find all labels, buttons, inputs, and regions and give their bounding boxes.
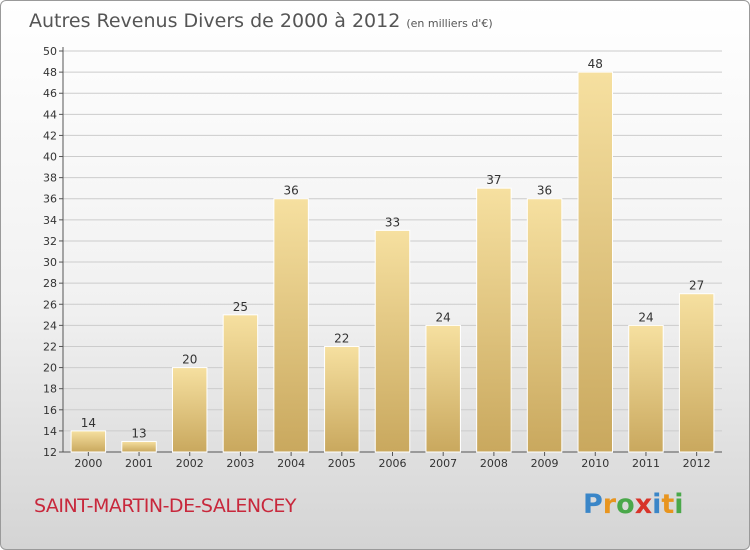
bar-value-label: 25 [233,300,248,314]
bar [374,229,411,453]
bar [273,198,309,453]
bar-value-label: 24 [436,310,451,324]
bar [324,345,360,453]
y-tick-label: 14 [43,425,57,438]
bar-value-label: 13 [131,426,146,440]
chart-title: Autres Revenus Divers de 2000 à 2012 (en … [29,10,493,32]
bar [476,187,512,453]
x-tick-label: 2002 [176,457,204,470]
bar-value-label: 14 [81,416,96,430]
bar-value-label: 27 [689,279,704,293]
x-tick-label: 2012 [683,457,711,470]
bar [678,293,715,453]
y-tick-label: 32 [43,235,57,248]
y-tick-label: 24 [43,319,57,332]
bar-value-label: 36 [283,184,298,198]
y-tick-label: 12 [43,446,57,459]
y-tick-label: 48 [43,66,57,79]
bar [171,367,208,453]
y-tick-label: 40 [43,151,57,164]
y-tick-label: 34 [43,214,57,227]
bar [526,198,563,453]
bar-value-label: 22 [334,331,349,345]
bar [577,71,614,453]
bar [222,314,259,453]
y-tick-label: 46 [43,87,57,100]
bar [628,324,664,453]
x-tick-label: 2005 [328,457,356,470]
city-name: SAINT-MARTIN-DE-SALENCEY [34,495,297,517]
x-tick-label: 2007 [429,457,457,470]
x-tick-label: 2010 [581,457,609,470]
logo-letter: x [634,489,653,520]
bar-value-label: 33 [385,215,400,229]
y-tick-label: 18 [43,383,57,396]
bar [121,440,157,453]
x-tick-label: 2000 [74,457,102,470]
y-tick-label: 26 [43,298,57,311]
y-tick-label: 44 [43,108,57,121]
y-tick-label: 30 [43,256,57,269]
y-tick-label: 50 [43,45,57,58]
x-tick-label: 2003 [226,457,254,470]
y-tick-label: 38 [43,172,57,185]
bar-value-label: 20 [182,353,197,367]
logo-letter: r [602,489,617,520]
y-tick-label: 16 [43,404,57,417]
bar [425,324,461,453]
y-tick-label: 42 [43,129,57,142]
logo-letter: i [652,489,662,520]
title-text: Autres Revenus Divers de 2000 à 2012 [29,10,401,32]
x-tick-label: 2008 [480,457,508,470]
y-tick-label: 36 [43,193,57,206]
bar [70,430,107,453]
x-tick-label: 2006 [379,457,407,470]
logo-letter: o [616,489,635,520]
bar-value-label: 48 [588,57,603,71]
y-tick-label: 20 [43,362,57,375]
y-tick-label: 22 [43,340,57,353]
logo-letter: t [661,489,675,520]
proxiti-logo: Proxiti [583,489,693,523]
title-unit: (en milliers d'€) [406,17,493,30]
bar-value-label: 24 [638,310,653,324]
x-tick-label: 2001 [125,457,153,470]
bar-value-label: 36 [537,184,552,198]
x-tick-label: 2009 [531,457,559,470]
x-tick-label: 2011 [632,457,660,470]
logo-letter: i [674,489,684,520]
bar-value-label: 37 [486,173,501,187]
y-tick-label: 28 [43,277,57,290]
x-tick-label: 2004 [277,457,305,470]
logo-letter: P [583,489,603,520]
